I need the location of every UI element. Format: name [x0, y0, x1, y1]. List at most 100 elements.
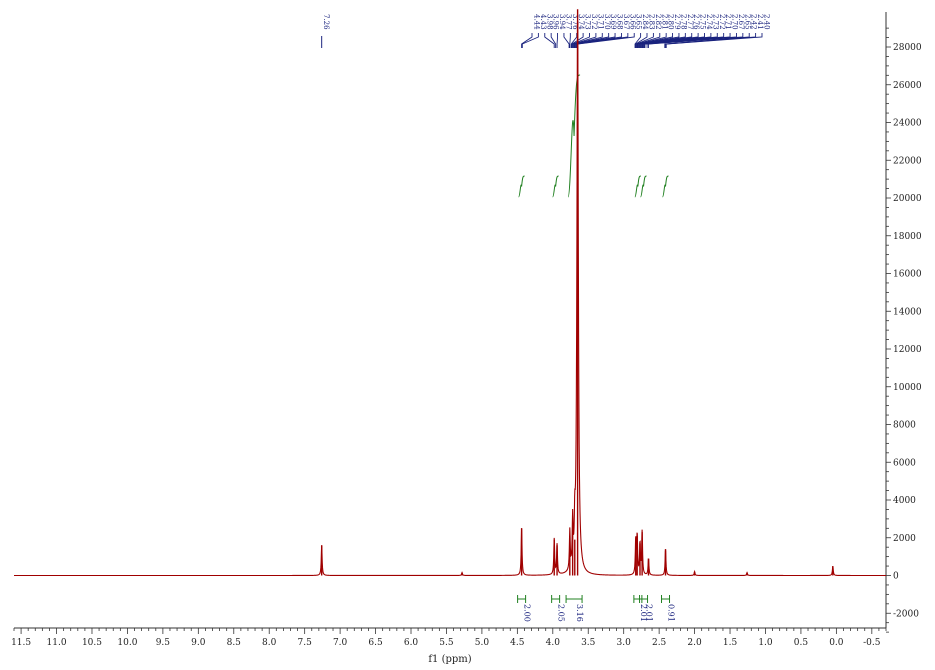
x-tick-label: 10.0	[117, 638, 137, 648]
y-tick-label: 28000	[893, 43, 922, 53]
peak-label-group: 7.26 4.444.433.983.963.943.773.763.743.73…	[321, 14, 771, 48]
y-axis: -2000 0 2000 4000 6000 8000 10000 12000 14000 160…	[885, 12, 922, 633]
peak-connector	[636, 33, 654, 48]
integral-value: 3.16	[575, 604, 584, 622]
integral-value: 0.91	[667, 604, 676, 622]
x-tick-label: 4.5	[510, 638, 525, 648]
x-tick-label: 2.0	[687, 638, 702, 648]
y-tick-label: 14000	[893, 307, 922, 317]
integral-curve	[640, 175, 647, 198]
peak-connector	[550, 33, 557, 48]
peak-connector	[569, 33, 571, 48]
peak-label: 3.76	[571, 14, 579, 30]
peak-connector	[638, 33, 674, 48]
peak-label: 3.72	[590, 14, 598, 30]
peak-label: 2.84	[641, 14, 649, 30]
y-tick-label: 2000	[893, 534, 916, 544]
x-axis-label: f1 (ppm)	[428, 654, 471, 665]
x-axis: 11.5 11.0 10.5 10.0 9.5 9.0 8.5 8.0 7.5 7.0 6.5 6.0…	[11, 627, 887, 648]
x-tick-label: 4.0	[546, 638, 561, 648]
peak-label: 3.73	[584, 14, 592, 30]
peak-label: 2.42	[750, 14, 758, 30]
integral-curve	[552, 175, 559, 198]
peak-connector	[544, 33, 555, 48]
y-tick-label: 26000	[893, 81, 922, 91]
peak-label: 3.98	[545, 14, 553, 30]
peak-connector	[665, 33, 763, 48]
peak-connector	[639, 33, 686, 48]
peak-label: 3.77	[564, 14, 572, 30]
x-tick-label: 11.0	[47, 638, 67, 648]
integral-curve	[662, 175, 669, 198]
x-tick-label: 11.5	[11, 638, 31, 648]
peak-connector	[638, 33, 680, 48]
peak-connector	[521, 33, 533, 48]
x-tick-label: 7.5	[298, 638, 313, 648]
peak-label: 7.26	[322, 14, 330, 30]
x-tick-label: 3.5	[581, 638, 596, 648]
peak-connector	[637, 33, 667, 48]
x-tick-label: 9.0	[191, 638, 206, 648]
peak-label: 2.78	[679, 14, 687, 30]
peak-connector	[574, 33, 610, 48]
y-tick-label: 10000	[893, 383, 922, 393]
peak-connector	[563, 33, 570, 48]
x-tick-label: 5.0	[475, 638, 490, 648]
peak-label: 3.69	[609, 14, 617, 30]
x-tick-label: 10.5	[82, 638, 102, 648]
peak-connector	[521, 33, 539, 48]
spectrum-series	[14, 9, 886, 577]
peak-label: 2.40	[763, 14, 771, 30]
y-tick-label: 18000	[893, 232, 922, 242]
peak-label: 2.71	[724, 14, 732, 30]
peak-label: 2.65	[743, 14, 751, 30]
peak-label: 2.82	[654, 14, 662, 30]
peak-label: 2.80	[667, 14, 675, 30]
peak-label: 3.96	[552, 14, 560, 30]
peak-label: 2.72	[718, 14, 726, 30]
y-tick-label: 12000	[893, 345, 922, 355]
peak-label: 3.67	[622, 14, 630, 30]
peak-connector	[648, 33, 744, 48]
peak-label: 2.76	[692, 14, 700, 30]
peak-connector	[572, 33, 590, 48]
integral-curve	[518, 175, 525, 198]
peak-connector	[572, 33, 597, 48]
x-tick-label: 3.0	[617, 638, 632, 648]
peak-label: 3.94	[558, 14, 566, 30]
y-tick-label: 8000	[893, 421, 916, 431]
peak-connector	[575, 33, 616, 48]
integral-value: 2.05	[557, 604, 566, 622]
integral-value: 2.01	[645, 604, 654, 622]
y-tick-label: 22000	[893, 156, 922, 166]
peak-label: 2.83	[648, 14, 656, 30]
peak-connector	[575, 33, 622, 48]
peak-label: 2.74	[705, 14, 713, 30]
peak-label: 2.77	[686, 14, 694, 30]
peak-connector	[570, 33, 578, 48]
x-tick-label: 6.0	[404, 638, 419, 648]
integral-curve	[634, 175, 641, 198]
peak-label: 3.70	[603, 14, 611, 30]
peak-label: 4.43	[539, 14, 547, 30]
x-tick-label: -0.5	[863, 638, 881, 648]
peak-label: 4.44	[533, 14, 541, 30]
x-tick-label: 0.0	[829, 638, 844, 648]
x-tick-label: 1.0	[758, 638, 773, 648]
x-tick-label: 5.5	[439, 638, 454, 648]
y-tick-label: 24000	[893, 119, 922, 129]
peak-label: 2.81	[660, 14, 668, 30]
peak-connector	[573, 33, 603, 48]
y-tick-label: 4000	[893, 496, 916, 506]
x-tick-label: 6.5	[368, 638, 383, 648]
peak-connector	[556, 33, 559, 48]
x-tick-label: 2.5	[652, 638, 667, 648]
peak-label: 3.71	[596, 14, 604, 30]
spectrum-line	[14, 21, 886, 577]
x-tick-label: 8.0	[262, 638, 277, 648]
x-tick-label: 7.0	[333, 638, 348, 648]
peak-label: 3.68	[616, 14, 624, 30]
peak-label: 2.67	[737, 14, 745, 30]
y-tick-label: 0	[893, 572, 899, 582]
